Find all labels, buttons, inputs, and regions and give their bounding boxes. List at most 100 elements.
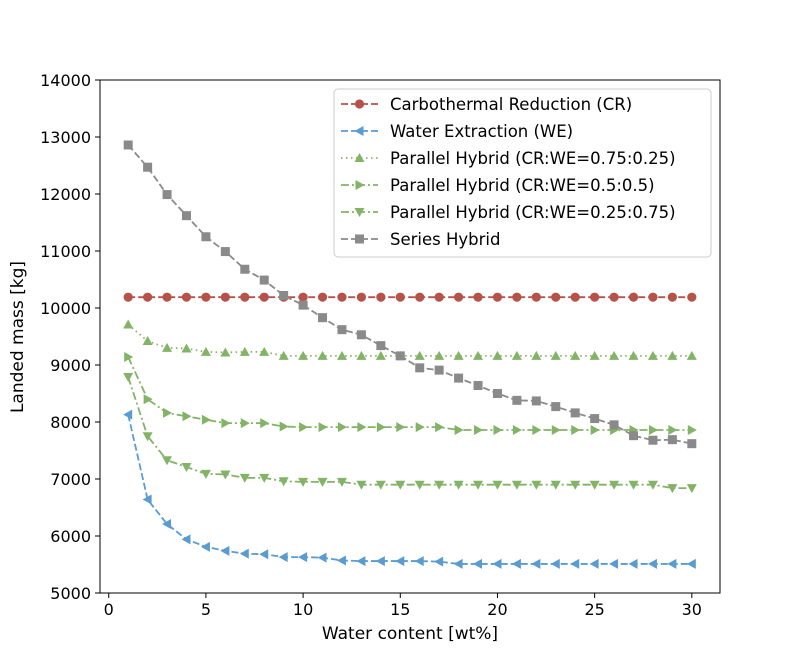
data-point xyxy=(511,558,521,569)
y-axis: 5000 6000 7000 8000 9000 10000 11000 12000 13000… xyxy=(40,71,100,603)
data-point xyxy=(686,484,697,494)
data-point xyxy=(200,469,211,479)
data-point xyxy=(220,470,231,480)
data-point xyxy=(376,341,386,351)
data-point xyxy=(162,342,173,352)
data-point xyxy=(667,435,677,445)
data-point xyxy=(200,346,211,356)
data-point xyxy=(687,424,697,435)
data-point xyxy=(181,211,191,221)
data-point xyxy=(259,549,269,560)
data-point xyxy=(278,477,289,487)
data-point xyxy=(239,346,250,356)
data-point xyxy=(201,414,211,425)
data-point xyxy=(531,292,541,302)
data-point xyxy=(473,480,484,490)
data-point xyxy=(123,292,133,302)
series-6 xyxy=(123,140,697,449)
data-point xyxy=(550,558,560,569)
data-point xyxy=(260,418,270,429)
data-point xyxy=(609,558,619,569)
data-point xyxy=(571,424,581,435)
data-point xyxy=(435,422,445,433)
series-group xyxy=(123,140,697,569)
data-point xyxy=(687,292,697,302)
data-point xyxy=(181,292,192,302)
data-point xyxy=(668,424,678,435)
data-point xyxy=(395,556,405,567)
data-point xyxy=(375,556,385,567)
data-point xyxy=(570,292,580,302)
data-point xyxy=(648,424,658,435)
data-point xyxy=(511,480,522,490)
data-point xyxy=(396,422,406,433)
data-point xyxy=(163,407,173,418)
data-point xyxy=(124,352,134,363)
data-point xyxy=(512,292,522,302)
data-point xyxy=(239,548,249,559)
series-line xyxy=(127,356,692,431)
data-point xyxy=(512,395,522,405)
data-point xyxy=(395,351,405,361)
data-point xyxy=(259,292,269,302)
data-point xyxy=(259,473,270,483)
data-point xyxy=(415,422,425,433)
y-tick-label: 8000 xyxy=(50,413,91,432)
data-point xyxy=(531,350,542,360)
data-point xyxy=(667,558,677,569)
data-point xyxy=(590,414,600,424)
legend-label: Carbothermal Reduction (CR) xyxy=(390,95,632,114)
data-point xyxy=(221,418,231,429)
data-point xyxy=(628,350,639,360)
data-point xyxy=(512,424,522,435)
data-point xyxy=(647,350,658,360)
data-point xyxy=(318,422,328,433)
data-point xyxy=(376,422,386,433)
data-point xyxy=(395,480,406,490)
y-tick-label: 13000 xyxy=(40,128,91,147)
data-point xyxy=(686,558,696,569)
data-point xyxy=(375,350,386,360)
data-point xyxy=(609,480,620,490)
data-point xyxy=(318,313,328,323)
data-point xyxy=(298,292,308,302)
data-point xyxy=(298,300,308,310)
data-point xyxy=(336,477,347,487)
data-point xyxy=(628,558,638,569)
data-point xyxy=(589,480,600,490)
data-point xyxy=(667,484,678,494)
data-point xyxy=(570,350,581,360)
legend: Carbothermal Reduction (CR) Water Extract… xyxy=(333,88,712,258)
data-point xyxy=(590,424,600,435)
data-point xyxy=(492,292,503,302)
data-point xyxy=(279,290,289,300)
data-point xyxy=(356,292,367,302)
data-point xyxy=(162,292,172,302)
data-point xyxy=(299,422,309,433)
data-point xyxy=(143,162,153,172)
data-point xyxy=(550,480,561,490)
data-point xyxy=(629,431,639,441)
x-tick-label: 10 xyxy=(293,600,313,619)
x-tick-label: 25 xyxy=(584,600,604,619)
data-point xyxy=(123,372,134,382)
data-point xyxy=(123,319,134,329)
data-point xyxy=(589,558,599,569)
data-point xyxy=(239,473,250,483)
data-point xyxy=(162,190,172,200)
data-point xyxy=(453,350,464,360)
data-point xyxy=(356,330,366,340)
data-point xyxy=(220,292,230,302)
data-point xyxy=(162,456,173,466)
data-point xyxy=(434,350,445,360)
data-point xyxy=(551,292,561,302)
data-point xyxy=(181,463,192,473)
series-2 xyxy=(123,409,696,569)
data-point xyxy=(492,480,503,490)
data-point xyxy=(336,350,347,360)
data-point xyxy=(648,292,658,302)
x-axis: 0 5 10 15 20 25 30 xyxy=(104,593,702,619)
data-point xyxy=(376,292,386,302)
data-point xyxy=(531,396,541,406)
